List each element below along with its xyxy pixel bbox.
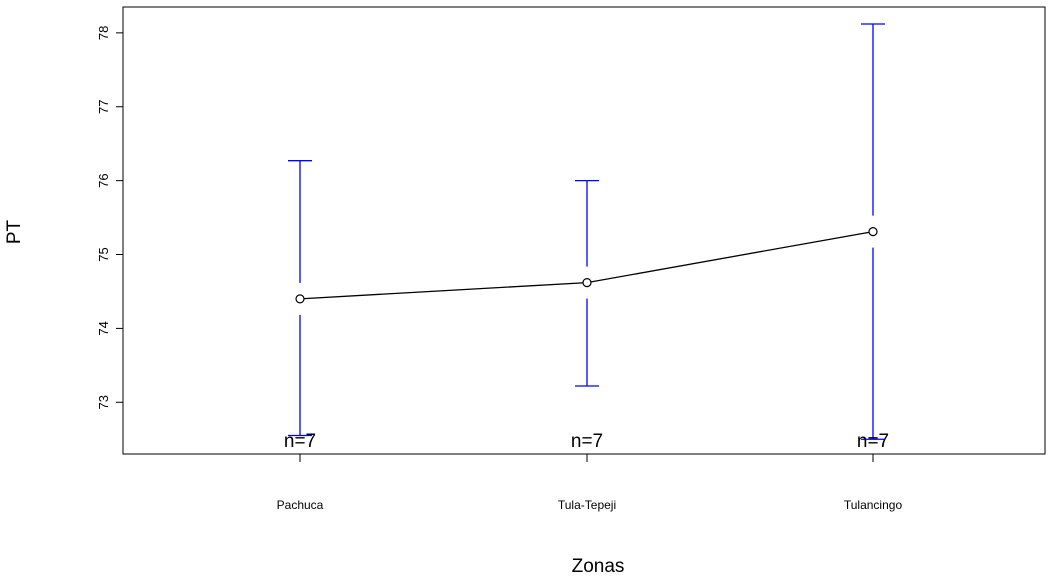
y-tick-label: 76 bbox=[96, 173, 111, 187]
y-tick-label: 75 bbox=[96, 247, 111, 261]
x-axis: Pachuca Tula-Tepeji Tulancingo bbox=[277, 454, 903, 512]
y-tick-label: 74 bbox=[96, 321, 111, 335]
error-bars bbox=[288, 23, 885, 440]
data-point bbox=[295, 294, 305, 304]
x-tick-label: Tula-Tepeji bbox=[558, 498, 616, 512]
n-label: n=7 bbox=[857, 431, 889, 452]
y-axis: 73 74 75 76 77 78 bbox=[96, 26, 123, 410]
data-point bbox=[582, 277, 592, 288]
y-axis-title: PT bbox=[4, 219, 25, 244]
plot-box bbox=[122, 6, 1046, 455]
x-axis-title: Zonas bbox=[572, 556, 625, 576]
n-labels: n=7 n=7 n=7 bbox=[284, 431, 889, 452]
y-tick-label: 73 bbox=[96, 395, 111, 409]
y-tick-label: 78 bbox=[96, 26, 111, 40]
points bbox=[295, 227, 878, 304]
n-label: n=7 bbox=[571, 431, 603, 452]
data-point bbox=[868, 227, 878, 237]
x-tick-label: Tulancingo bbox=[844, 498, 903, 512]
x-tick-label: Pachuca bbox=[277, 498, 324, 512]
y-tick-label: 77 bbox=[96, 100, 111, 114]
n-label: n=7 bbox=[284, 431, 316, 452]
